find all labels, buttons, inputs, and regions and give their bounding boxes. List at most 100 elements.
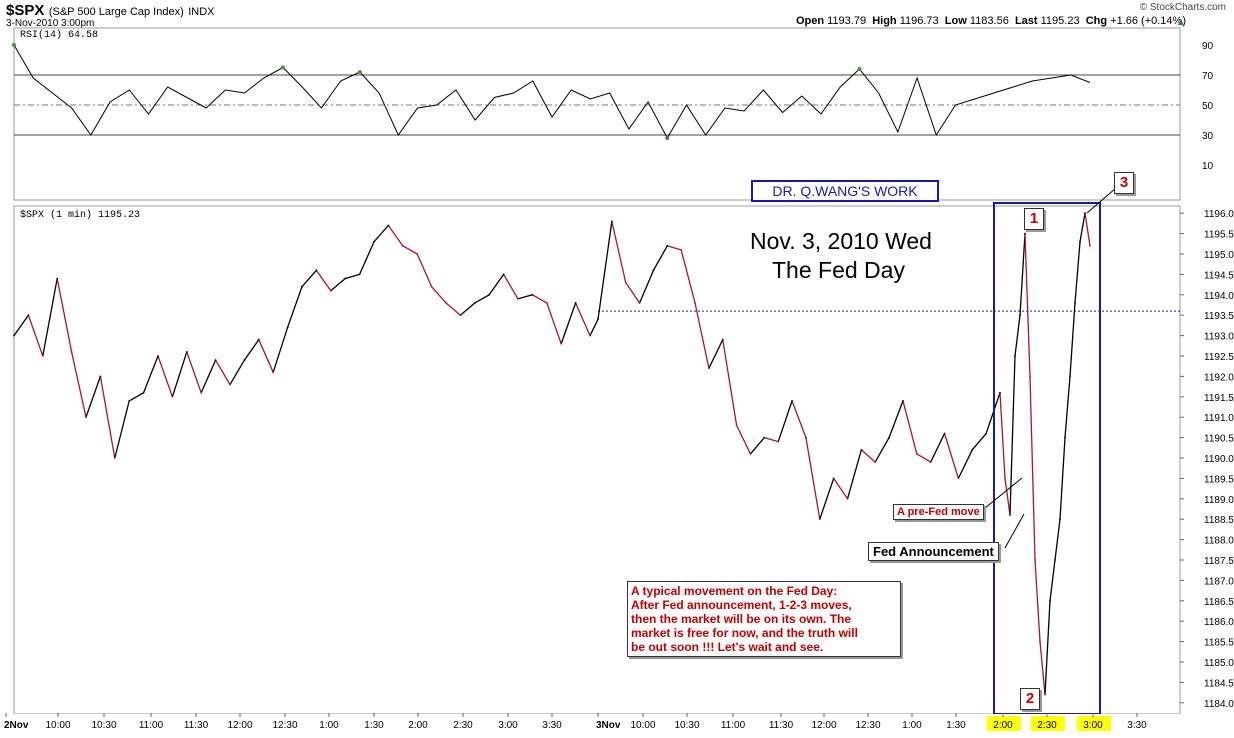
price-tick-label: 1190.0	[1204, 454, 1234, 465]
price-tick-label: 1185.0	[1204, 658, 1234, 669]
note-line: be out soon !!! Let's wait and see.	[631, 640, 824, 654]
price-point	[272, 371, 275, 374]
price-segment	[971, 433, 987, 451]
price-point	[1009, 514, 1011, 517]
price-tick-label: 1193.5	[1204, 311, 1234, 322]
price-point	[1039, 640, 1041, 643]
price-point	[721, 338, 724, 341]
price-point	[1019, 314, 1021, 317]
price-segment	[171, 351, 188, 397]
price-segment	[1059, 437, 1066, 520]
price-point	[763, 436, 766, 439]
chart-title-line2: The Fed Day	[772, 257, 905, 283]
price-point	[832, 477, 835, 480]
note-line: market is free for now, and the truth wi…	[631, 626, 858, 640]
price-point	[1069, 375, 1071, 378]
price-point	[707, 367, 710, 370]
price-tick-label: 1194.5	[1204, 270, 1234, 281]
price-segment	[243, 339, 260, 361]
price-segment	[503, 274, 519, 300]
price-segment	[128, 392, 144, 402]
x-tick-label: 11:30	[769, 720, 794, 731]
x-tick-label: 3:00	[1083, 720, 1103, 731]
price-segment	[1014, 315, 1021, 357]
price-tick-label: 1185.5	[1204, 638, 1234, 649]
price-point	[113, 457, 116, 459]
high-label: High	[872, 15, 897, 27]
price-segment	[56, 278, 73, 353]
price-point	[1089, 244, 1091, 247]
price-tick-label: 1189.0	[1204, 495, 1234, 506]
price-segment	[99, 376, 116, 459]
price-point	[473, 302, 476, 304]
price-panel-frame	[13, 205, 1181, 715]
price-segment	[597, 221, 613, 320]
price-point	[200, 391, 203, 394]
price-segment	[114, 400, 130, 459]
price-segment	[1039, 641, 1046, 695]
rsi-legend: RSI(14) 64.58	[20, 29, 98, 41]
x-tick-label: 2:00	[993, 720, 1013, 731]
price-segment	[694, 302, 710, 369]
price-point	[243, 359, 246, 361]
x-tick-label: 10:30	[91, 720, 116, 731]
last-value: 1195.23	[1040, 15, 1080, 27]
price-tick-label: 1195.5	[1204, 230, 1234, 241]
price-segment	[1054, 519, 1061, 561]
price-tick-label: 1196.0	[1204, 209, 1234, 220]
price-segment	[330, 277, 346, 292]
source-logo: © StockCharts.com	[1139, 2, 1226, 13]
price-point	[229, 383, 231, 386]
chart-title-line1: Nov. 3, 2010 Wed	[750, 228, 932, 254]
explanation-note: A typical movement on the Fed Day: After…	[627, 581, 901, 657]
move-marker-2: 2	[1020, 688, 1040, 710]
price-point	[805, 436, 807, 439]
price-point	[846, 497, 849, 500]
price-segment	[229, 359, 245, 385]
price-point	[41, 355, 44, 357]
price-segment	[1084, 213, 1091, 246]
price-point	[749, 453, 752, 455]
price-point	[85, 416, 87, 419]
price-point	[985, 432, 988, 435]
rsi-tick-label: 30	[1202, 131, 1214, 142]
price-segment	[930, 433, 946, 463]
x-tick-label: 1:30	[364, 720, 384, 731]
open-value: 1193.79	[827, 15, 867, 27]
price-segment	[301, 269, 317, 288]
price-point	[638, 302, 641, 304]
price-segment	[708, 339, 724, 369]
price-point	[652, 269, 655, 272]
price-point	[818, 518, 821, 521]
price-point	[1064, 436, 1066, 439]
x-tick-label: 12:00	[811, 720, 836, 731]
price-tick-label: 1195.0	[1204, 250, 1234, 261]
price-segment	[157, 355, 174, 398]
price-segment	[777, 400, 793, 442]
chg-value: +1.66 (+0.14%)	[1110, 15, 1186, 27]
price-point	[957, 477, 960, 480]
open-label: Open	[795, 15, 825, 27]
price-point	[1004, 477, 1006, 480]
price-segment	[652, 245, 668, 271]
price-point	[459, 314, 462, 317]
chart-header: $SPX (S&P 500 Large Cap Index) INDX	[6, 2, 215, 20]
price-point	[1084, 212, 1086, 215]
price-point	[387, 224, 390, 227]
rsi-overbought-mark	[281, 65, 285, 70]
x-tick-label: 1:30	[946, 720, 966, 731]
price-point	[531, 293, 534, 296]
low-value: 1183.56	[969, 15, 1009, 27]
price-segment	[833, 478, 849, 500]
pre-fed-leader	[984, 477, 1023, 509]
price-segment	[315, 269, 332, 292]
price-segment	[575, 302, 591, 336]
price-segment	[474, 294, 490, 304]
price-point	[574, 302, 577, 304]
price-segment	[638, 270, 655, 304]
price-point	[517, 297, 519, 300]
price-legend: $SPX (1 min) 1195.23	[20, 209, 140, 221]
price-point	[171, 395, 174, 398]
price-segment	[1064, 376, 1071, 438]
